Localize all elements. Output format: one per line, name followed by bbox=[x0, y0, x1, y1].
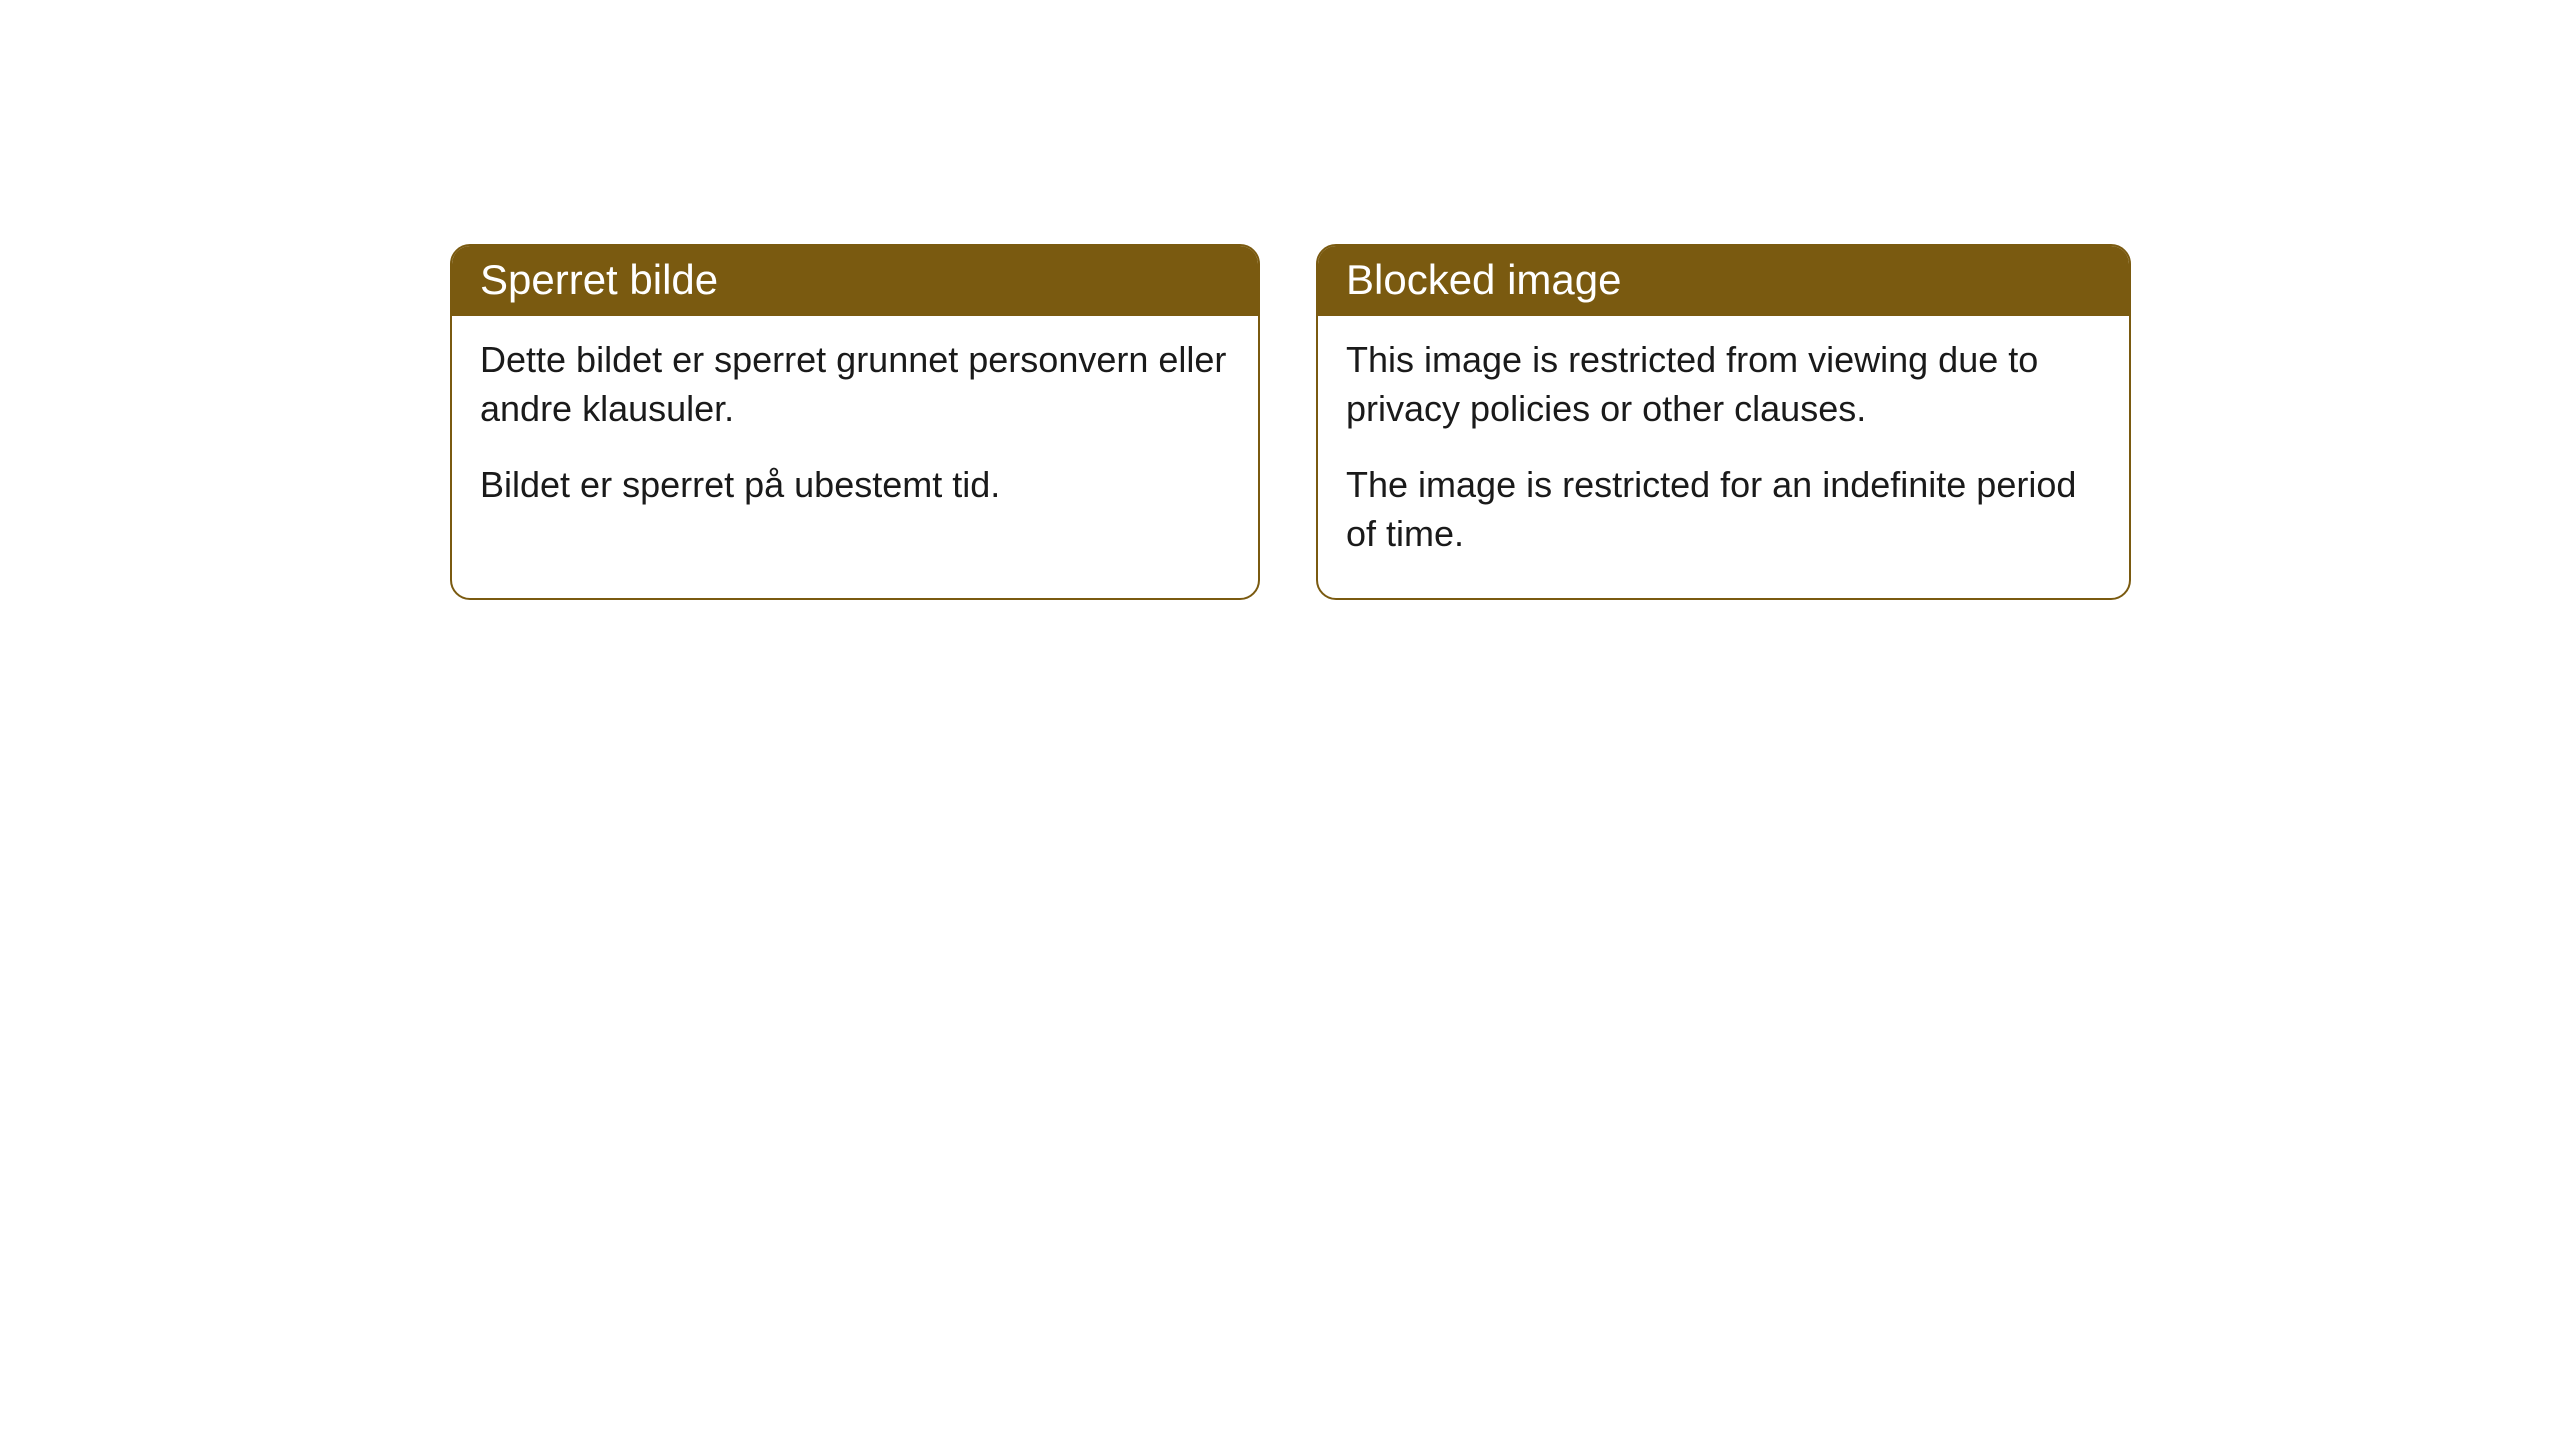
card-text-norwegian-p1: Dette bildet er sperret grunnet personve… bbox=[480, 336, 1230, 433]
card-english-body: This image is restricted from viewing du… bbox=[1318, 316, 2129, 598]
card-text-english-p2: The image is restricted for an indefinit… bbox=[1346, 461, 2101, 558]
card-title-norwegian: Sperret bilde bbox=[480, 256, 718, 303]
notice-container: Sperret bilde Dette bildet er sperret gr… bbox=[0, 0, 2560, 600]
card-norwegian: Sperret bilde Dette bildet er sperret gr… bbox=[450, 244, 1260, 600]
card-english: Blocked image This image is restricted f… bbox=[1316, 244, 2131, 600]
card-norwegian-header: Sperret bilde bbox=[452, 246, 1258, 316]
card-text-norwegian-p2: Bildet er sperret på ubestemt tid. bbox=[480, 461, 1230, 510]
card-norwegian-body: Dette bildet er sperret grunnet personve… bbox=[452, 316, 1258, 550]
card-title-english: Blocked image bbox=[1346, 256, 1621, 303]
card-text-english-p1: This image is restricted from viewing du… bbox=[1346, 336, 2101, 433]
card-english-header: Blocked image bbox=[1318, 246, 2129, 316]
